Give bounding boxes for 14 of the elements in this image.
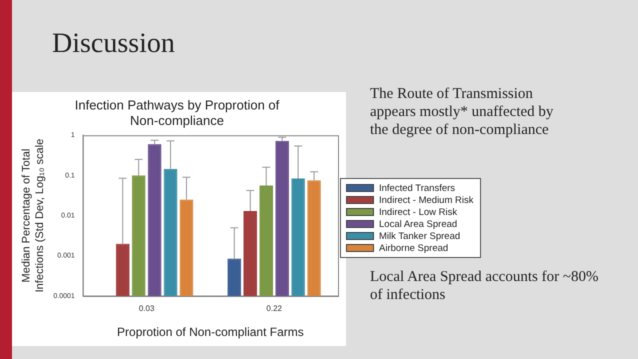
legend-label: Airborne Spread: [379, 242, 448, 254]
text: Discussion: [52, 28, 175, 60]
legend-label: Local Area Spread: [379, 218, 458, 230]
chart-title: Infection Pathways by Proprotion of Non-compliance: [74, 97, 280, 128]
text: Local Area Spread accounts for ~80% of infections: [370, 268, 600, 304]
x-tick-label: 0.22: [266, 304, 283, 314]
x-axis-title: Proprotion of Non-compliant Farms: [117, 325, 304, 340]
legend-label: Indirect - Medium Risk: [379, 194, 474, 206]
legend-label: Milk Tanker Spread: [379, 230, 460, 242]
text: The Route of Transmission appears mostly* unaffected by the degree of non-compliance: [370, 85, 554, 139]
y-axis-title: Median Percentage of Total Infections (Std Dev, Log₁₀ scale: [20, 138, 46, 292]
x-tick-label: 0.03: [138, 304, 155, 314]
legend-label: Indirect - Low Risk: [379, 206, 458, 218]
legend-label: Infected Transfers: [379, 182, 456, 194]
